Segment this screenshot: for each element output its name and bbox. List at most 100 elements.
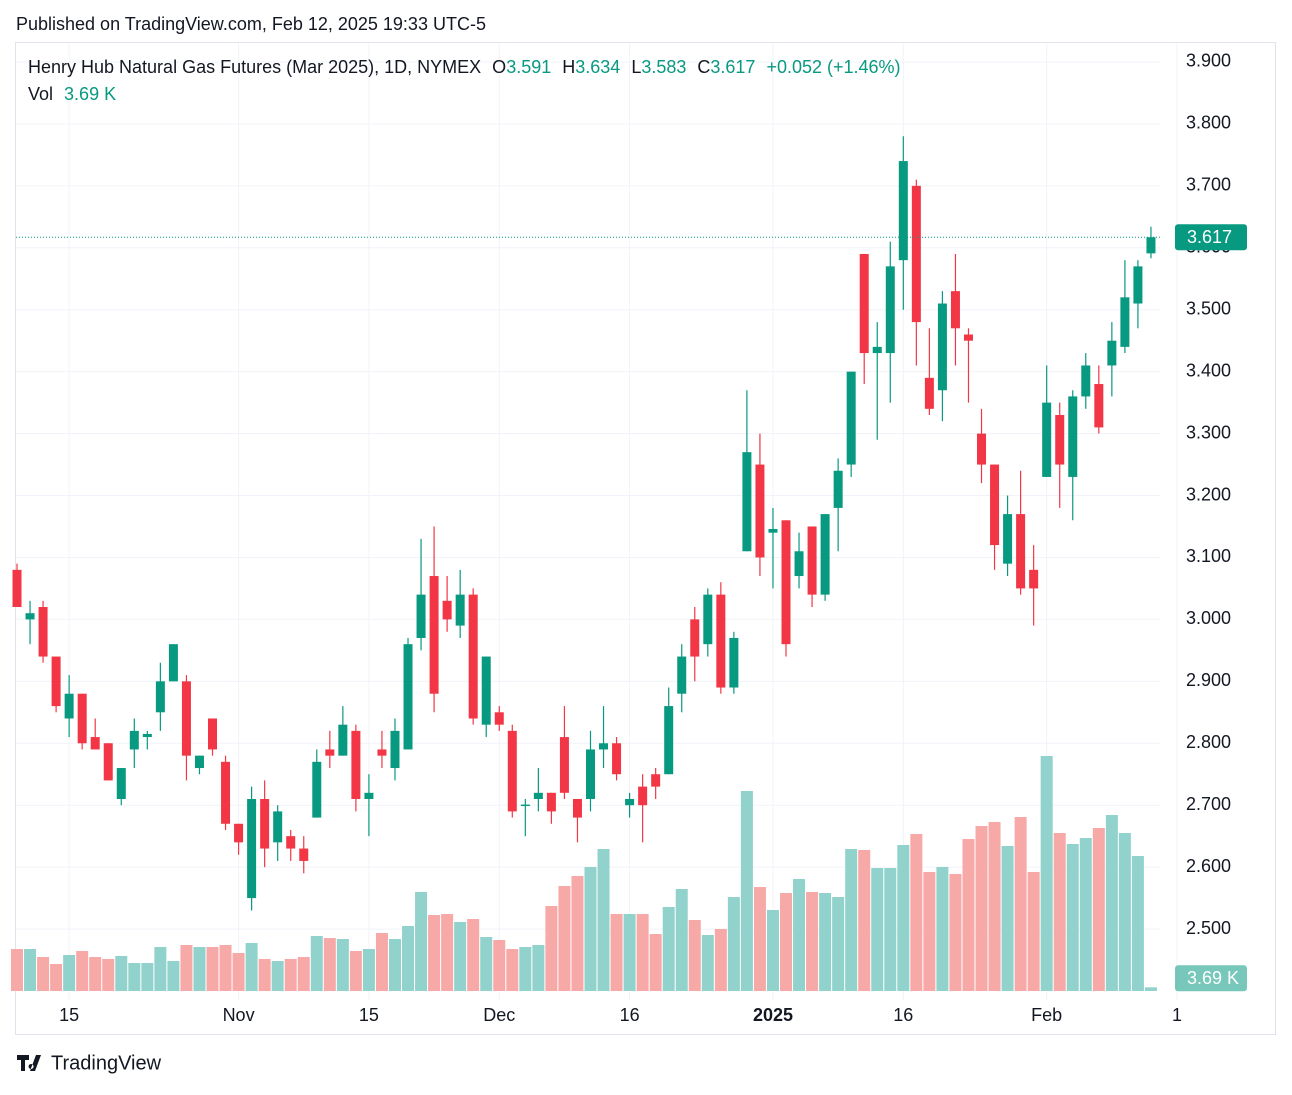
candle-body — [1068, 396, 1078, 477]
volume-bar — [24, 949, 37, 991]
volume-bar — [675, 889, 688, 991]
candle-body — [559, 737, 569, 793]
candle-body — [390, 730, 400, 769]
candle-body — [924, 377, 934, 409]
candle-body — [51, 656, 61, 707]
candle-body — [181, 681, 191, 756]
candle-body — [403, 644, 413, 750]
candle-body — [116, 768, 126, 800]
y-tick-label: 2.500 — [1186, 918, 1231, 938]
candle-body — [781, 520, 791, 645]
volume-bar — [936, 867, 949, 991]
x-tick-label: 2025 — [753, 1005, 793, 1025]
volume-bar — [193, 947, 206, 991]
volume-bar — [232, 953, 245, 991]
x-tick-label: 16 — [893, 1005, 913, 1025]
candle-body — [585, 749, 595, 800]
candle-body — [12, 569, 22, 608]
x-tick-label: 1 — [1172, 1005, 1182, 1025]
candle-body — [77, 693, 87, 744]
y-tick-label: 3.700 — [1186, 175, 1231, 195]
legend: Henry Hub Natural Gas Futures (Mar 2025)… — [28, 57, 901, 77]
candle-body — [820, 514, 830, 595]
candle-body — [142, 733, 152, 738]
candle-body — [299, 848, 309, 861]
candle-body — [1003, 514, 1013, 564]
volume-bar — [467, 919, 480, 991]
candle-body — [768, 528, 778, 533]
volume-bar — [597, 849, 610, 991]
candle-body — [612, 743, 622, 775]
volume-bar — [819, 893, 832, 991]
candle-body — [1081, 365, 1091, 397]
low-value: 3.583 — [641, 57, 686, 77]
candle-body — [286, 836, 296, 849]
volume-bar — [532, 945, 545, 991]
candle-body — [794, 551, 804, 577]
candle-body — [338, 724, 348, 756]
candle-body — [494, 712, 504, 725]
candle-body — [1055, 415, 1065, 465]
candle-body — [977, 433, 987, 465]
last-price-box — [1175, 224, 1247, 251]
volume-bar — [375, 933, 388, 991]
volume-bar — [766, 910, 779, 991]
candle-body — [546, 792, 556, 812]
high-value: 3.634 — [575, 57, 620, 77]
volume-bar — [545, 906, 558, 991]
volume-bar — [845, 849, 858, 991]
volume-bar — [37, 957, 50, 991]
volume-bar — [571, 876, 584, 991]
candle-body — [807, 526, 817, 595]
chart-frame — [15, 42, 1276, 1035]
candle-body — [429, 576, 439, 694]
volume-name: Vol — [28, 84, 53, 104]
volume-bar — [1053, 833, 1066, 991]
volume-bar — [441, 914, 454, 991]
volume-bar — [701, 935, 714, 991]
volume-bar — [1014, 817, 1027, 991]
volume-bar — [480, 937, 493, 991]
volume-bar — [388, 939, 401, 991]
volume-bar — [402, 926, 415, 991]
volume-bar — [1131, 856, 1144, 991]
y-tick-label: 2.600 — [1186, 856, 1231, 876]
volume-legend: Vol 3.69 K — [28, 84, 116, 104]
candle-body — [64, 693, 74, 719]
ohlc-letter: O — [492, 57, 506, 77]
volume-bar — [180, 945, 193, 991]
last-volume-label: 3.69 K — [1187, 968, 1239, 988]
candle-body — [1016, 514, 1026, 589]
volume-bar — [167, 961, 180, 991]
candle-body — [716, 594, 726, 688]
candle-body — [911, 185, 921, 323]
candle-body — [1133, 266, 1143, 304]
volume-bar — [349, 951, 362, 991]
y-tick-label: 3.900 — [1186, 51, 1231, 71]
candle-body — [937, 303, 947, 391]
volume-bar — [610, 914, 623, 991]
y-tick-label: 3.500 — [1186, 298, 1231, 318]
volume-bar — [727, 897, 740, 991]
candle-body — [168, 644, 178, 682]
volume-bar — [454, 922, 467, 991]
volume-bar — [89, 957, 102, 991]
candle-body — [1042, 402, 1052, 477]
volume-bar — [662, 907, 675, 991]
candle-body — [325, 749, 335, 756]
volume-bar — [1144, 987, 1157, 991]
volume-bar — [271, 961, 284, 991]
volume-bar — [115, 956, 128, 991]
candle-body — [260, 799, 270, 849]
volume-bar — [219, 945, 232, 991]
y-tick-label: 3.400 — [1186, 360, 1231, 380]
volume-bar — [806, 892, 819, 991]
candle-body — [247, 799, 257, 899]
candle-body — [872, 346, 882, 354]
volume-bar — [897, 845, 910, 991]
volume-bar — [141, 963, 154, 991]
ohlc-letter: L — [631, 57, 641, 77]
volume-bar — [284, 959, 297, 991]
candle-body — [599, 743, 609, 750]
